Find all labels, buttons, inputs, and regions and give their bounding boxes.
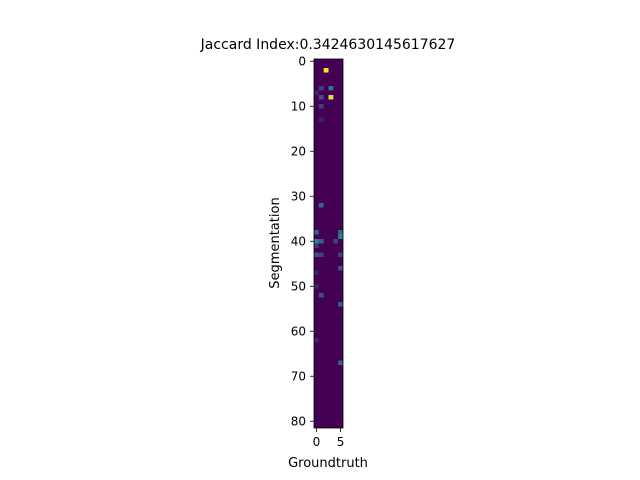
heatmap-cell: [338, 360, 343, 365]
y-tick-label: 20: [291, 144, 306, 158]
y-tick-label: 0: [298, 54, 306, 68]
y-axis-label: Segmentation: [268, 197, 283, 288]
x-axis-label: Groundtruth: [288, 456, 368, 471]
plot-frame: [313, 58, 344, 429]
heatmap-cell: [318, 117, 324, 122]
heatmap-cell: [338, 234, 343, 239]
heatmap-cell: [338, 266, 343, 271]
heatmap-cell: [318, 293, 324, 298]
heatmap-cells: [314, 59, 343, 428]
heatmap-cell: [314, 90, 319, 95]
heatmap-cell: [323, 68, 329, 73]
heatmap-cell: [333, 239, 339, 244]
heatmap-cell: [318, 86, 324, 91]
y-tick-label: 50: [291, 279, 306, 293]
heatmap-cell: [314, 239, 319, 244]
heatmap-cell: [314, 252, 319, 257]
y-tick-label: 80: [291, 414, 306, 428]
heatmap-cell: [314, 338, 319, 343]
heatmap-cell: [314, 230, 319, 235]
heatmap-cell: [338, 302, 343, 307]
y-tick-label: 30: [291, 189, 306, 203]
heatmap-cell: [314, 243, 319, 248]
heatmap-cell: [338, 252, 343, 257]
x-tick-label: 5: [337, 435, 345, 449]
heatmap-cell: [314, 270, 319, 275]
y-axis-ticks: 0 10 20 30 40 50 60 70 80: [291, 54, 314, 428]
y-tick-label: 70: [291, 369, 306, 383]
y-tick-label: 40: [291, 234, 306, 248]
heatmap-cell: [314, 284, 319, 289]
heatmap-cell: [328, 95, 334, 100]
y-tick-label: 60: [291, 324, 306, 338]
chart-title: Jaccard Index:0.3424630145617627: [200, 37, 456, 53]
heatmap-cell: [318, 104, 324, 109]
y-tick-label: 10: [291, 99, 306, 113]
x-tick-label: 0: [313, 435, 321, 449]
heatmap-cell: [318, 252, 324, 257]
heatmap-cell: [328, 86, 334, 91]
heatmap-cell: [338, 230, 343, 235]
heatmap-cell: [318, 203, 324, 208]
heatmap-cell: [318, 95, 324, 100]
heatmap-cell: [318, 239, 324, 244]
